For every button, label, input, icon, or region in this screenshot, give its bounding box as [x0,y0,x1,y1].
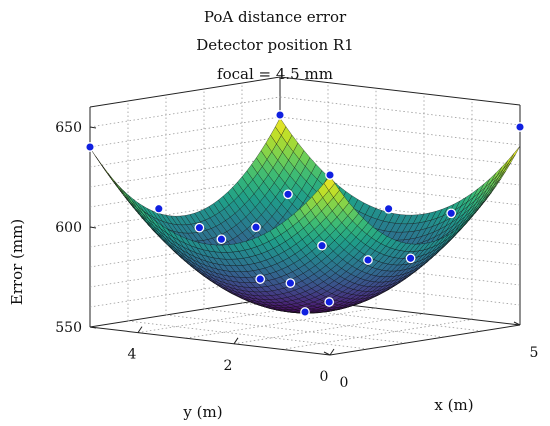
data-marker [216,234,227,245]
grid-line [89,96,281,128]
data-marker [255,274,266,284]
y-tick-label: 4 [128,347,137,363]
grid-line [127,320,369,350]
y-tick-label: 2 [224,358,233,374]
data-marker [383,203,394,214]
grid-line [279,116,521,146]
x-axis-label: x (m) [434,396,473,414]
y-tick [137,326,143,333]
z-tick-label: 600 [55,220,82,236]
grid-line [89,136,281,168]
axis-box-front [89,126,521,356]
surface-patch [323,175,336,191]
data-marker [285,278,296,288]
box-edge [329,324,521,356]
z-tick-label: 550 [55,320,82,336]
data-marker [363,255,373,265]
data-marker [300,307,310,317]
data-marker [153,203,164,214]
title-line-2: Detector position R1 [196,36,353,54]
data-marker [275,110,285,120]
y-axis-label: y (m) [182,403,222,421]
grid-line [203,308,445,338]
z-tick [89,126,97,129]
data-marker [324,297,335,307]
data-marker [405,253,416,264]
grid-line [233,313,425,345]
x-tick-label: 0 [340,375,349,391]
z-axis-label: Error (mm) [8,219,26,305]
z-tick [89,326,97,329]
box-edge [89,326,331,356]
data-marker [194,222,205,233]
x-tick-label: 5 [530,345,539,361]
x-tick [323,351,331,356]
tick-labels: 550 600 650 0 2 4 0 5 [55,120,538,391]
grid-line [185,307,377,339]
title-line-1: PoA distance error [204,8,347,26]
grid-line [89,116,281,148]
box-edge [89,296,281,328]
z-tick [89,226,97,229]
y-tick [329,348,335,356]
data-marker [325,170,335,180]
grid-line [165,314,407,344]
surface-patch [509,145,521,163]
data-marker [251,222,261,233]
z-tick-label: 650 [55,120,82,136]
surface-mesh [89,117,521,314]
grid-line [89,156,281,188]
data-marker [515,122,525,132]
grid-line [281,319,473,350]
title-line-3: focal = 4.5 mm [217,65,333,83]
box-edge [89,76,281,108]
grid-line [279,136,521,166]
data-marker [85,142,95,152]
data-marker [317,240,327,251]
box-edge [279,76,521,106]
grid-line [279,96,521,126]
grid-line [279,156,521,186]
y-tick-label: 0 [320,369,329,385]
data-markers [85,110,525,317]
data-marker [446,208,457,219]
x-tick [513,321,521,326]
data-marker [283,189,293,200]
y-tick [233,337,239,345]
